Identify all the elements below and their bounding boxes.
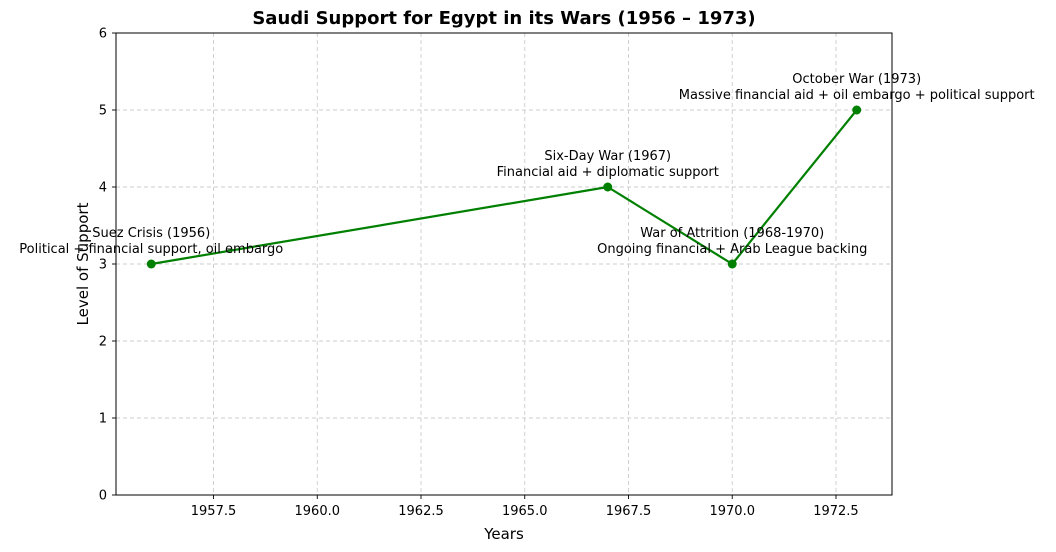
series-line	[151, 109, 858, 266]
axis-ticks: 1957.5 1960.0 1962.5 1965.0 1967.5 1970.0 1972…	[99, 27, 859, 520]
y-tick-label: 1	[99, 412, 107, 427]
annotation-label: Ongoing financial + Arab League backing	[597, 242, 867, 257]
x-tick-label: 1962.5	[398, 504, 444, 519]
x-tick-label: 1972.5	[813, 504, 859, 519]
x-tick-label: 1965.0	[502, 504, 548, 519]
y-tick-label: 0	[99, 489, 107, 504]
data-point	[146, 259, 156, 269]
data-point	[603, 182, 613, 192]
x-axis-label: Years	[483, 525, 524, 543]
y-axis-label: Level of Support	[74, 202, 92, 325]
annotation-label: Suez Crisis (1956)	[92, 226, 210, 241]
annotation-label: Political + financial support, oil embar…	[19, 242, 283, 257]
x-tick-label: 1960.0	[295, 504, 341, 519]
y-tick-label: 3	[99, 258, 107, 273]
y-tick-label: 5	[99, 104, 107, 119]
annotation-label: October War (1973)	[792, 72, 921, 87]
annotation-label: Massive financial aid + oil embargo + po…	[679, 88, 1035, 103]
y-tick-label: 2	[99, 335, 107, 350]
y-tick-label: 4	[99, 181, 107, 196]
x-tick-label: 1957.5	[191, 504, 237, 519]
annotations-layer: Suez Crisis (1956)Political + financial …	[19, 72, 1034, 257]
x-tick-label: 1967.5	[606, 504, 652, 519]
data-point	[852, 105, 862, 115]
chart-title: Saudi Support for Egypt in its Wars (195…	[252, 8, 755, 29]
y-tick-label: 6	[99, 27, 107, 42]
x-tick-label: 1970.0	[709, 504, 755, 519]
annotation-label: War of Attrition (1968-1970)	[640, 226, 824, 241]
data-point	[727, 259, 737, 269]
annotation-label: Six-Day War (1967)	[544, 149, 671, 164]
series-layer	[146, 105, 862, 269]
annotation-label: Financial aid + diplomatic support	[497, 165, 719, 180]
